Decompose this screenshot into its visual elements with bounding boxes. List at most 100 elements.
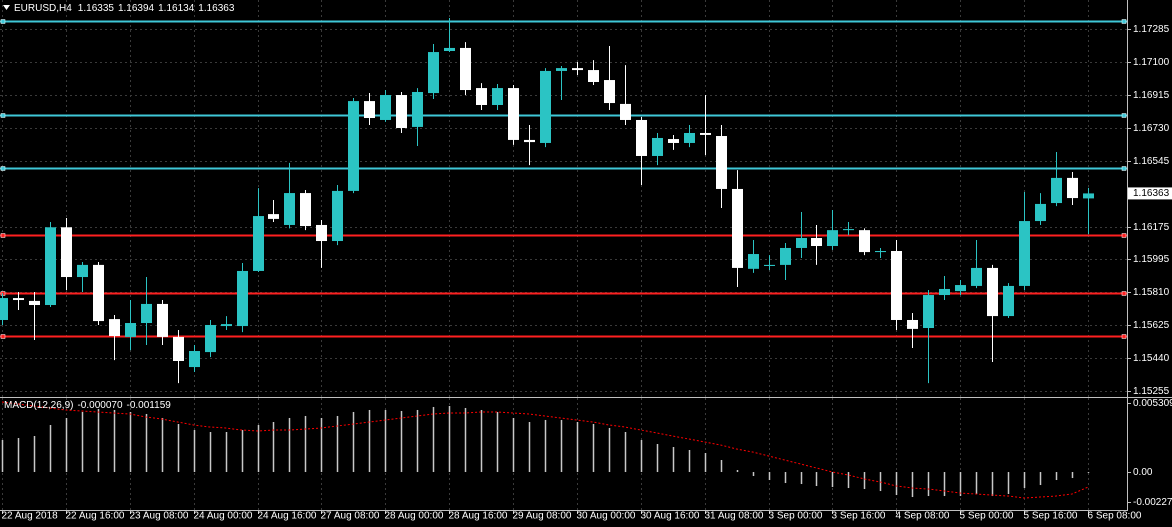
candle-body	[827, 230, 838, 247]
candle-body	[955, 285, 966, 292]
candle-body	[987, 267, 998, 317]
x-tick-label: 29 Aug 08:00	[513, 511, 572, 522]
candle-body	[380, 95, 391, 120]
level-handle	[1121, 113, 1127, 118]
level-handle	[0, 19, 6, 24]
header-close: 1.16363	[198, 3, 235, 14]
candle-body	[732, 188, 743, 268]
candle-body	[700, 132, 711, 135]
candle-body	[125, 323, 136, 337]
y-tick-label: 1.16730	[1133, 123, 1170, 134]
candle-body	[300, 193, 311, 227]
candle-body	[268, 214, 279, 219]
candle-body	[460, 47, 471, 91]
level-handle	[0, 334, 6, 339]
candle-body	[971, 267, 982, 286]
candle-body	[444, 47, 455, 51]
candle-body	[524, 139, 535, 143]
level-handle	[0, 113, 6, 118]
candle-body	[1051, 177, 1062, 204]
candle-body	[205, 324, 216, 353]
candle-body	[253, 216, 264, 271]
x-tick-label: 30 Aug 16:00	[641, 511, 700, 522]
candle-body	[939, 288, 950, 296]
level-handle	[1121, 334, 1127, 339]
level-handle	[1121, 166, 1127, 171]
macd-y-tick-label: 0.00	[1133, 467, 1153, 478]
y-tick-label: 1.15440	[1133, 353, 1170, 364]
x-tick-label: 30 Aug 00:00	[577, 511, 636, 522]
y-tick-label: 1.17285	[1133, 24, 1170, 35]
y-tick-label: 1.15995	[1133, 254, 1170, 265]
candle-body	[1083, 193, 1094, 199]
x-tick-label: 6 Sep 08:00	[1088, 511, 1142, 522]
y-tick-label: 1.15625	[1133, 320, 1170, 331]
candle-body	[875, 250, 886, 253]
candle-body	[748, 254, 759, 269]
candle-body	[620, 103, 631, 120]
candle-body	[891, 250, 902, 320]
y-tick-label: 1.17100	[1133, 57, 1170, 68]
header-high: 1.16394	[118, 3, 155, 14]
candle-body	[221, 324, 232, 327]
candle-body	[237, 270, 248, 327]
macd-main-value: -0.000070	[77, 400, 122, 411]
level-handle	[0, 233, 6, 238]
candle-body	[1003, 285, 1014, 317]
candle-body	[540, 70, 551, 143]
candle-body	[189, 351, 200, 368]
candle-body	[780, 247, 791, 265]
candle-body	[284, 193, 295, 225]
marks-layer	[0, 18, 1127, 499]
x-tick-label: 27 Aug 08:00	[321, 511, 380, 522]
candle-body	[412, 91, 423, 127]
candle-body	[29, 300, 40, 306]
candle-body	[45, 227, 56, 306]
candle-body	[428, 52, 439, 94]
macd-y-tick-label: 0.005309	[1133, 398, 1172, 409]
menu-icon[interactable]	[3, 5, 10, 10]
candle-body	[157, 303, 168, 337]
candle-body	[572, 68, 583, 71]
candle-body	[556, 68, 567, 71]
candle-body	[588, 70, 599, 83]
candle-body	[316, 224, 327, 242]
candle-body	[492, 88, 503, 105]
chart-header: EURUSD,H4 1.16335 1.16394 1.16134 1.16363	[14, 3, 235, 14]
x-tick-label: 3 Sep 00:00	[769, 511, 823, 522]
candle-body	[508, 88, 519, 140]
symbol: EURUSD,H4	[14, 3, 72, 14]
grid-layer	[0, 0, 1127, 510]
x-tick-label: 22 Aug 2018	[2, 511, 59, 522]
candle-body	[332, 190, 343, 242]
candle-body	[61, 227, 72, 278]
header-low: 1.16134	[158, 3, 195, 14]
candle-body	[13, 298, 24, 301]
y-tick-label: 1.16915	[1133, 90, 1170, 101]
candle-body	[141, 303, 152, 324]
current-price-box	[1128, 187, 1172, 200]
candle-body	[636, 119, 647, 156]
x-tick-label: 31 Aug 08:00	[705, 511, 764, 522]
x-tick-label: 24 Aug 00:00	[194, 511, 253, 522]
candle-body	[348, 101, 359, 191]
x-tick-label: 28 Aug 16:00	[449, 511, 508, 522]
x-tick-label: 4 Sep 08:00	[896, 511, 950, 522]
candle-body	[843, 229, 854, 231]
macd-name: MACD(12,26,9)	[4, 400, 73, 411]
macd-y-tick-label: -0.002276	[1133, 497, 1172, 508]
candle-body	[77, 264, 88, 278]
candle-body	[93, 264, 104, 322]
level-handle	[1121, 233, 1127, 238]
x-tick-label: 23 Aug 08:00	[130, 511, 189, 522]
candle-body	[796, 237, 807, 248]
candle-body	[684, 132, 695, 143]
candle-body	[109, 319, 120, 337]
candle-body	[1019, 221, 1030, 286]
header-open: 1.16335	[78, 3, 115, 14]
x-tick-label: 28 Aug 00:00	[385, 511, 444, 522]
candle-body	[364, 101, 375, 119]
candle-body	[604, 80, 615, 104]
current-price-label: 1.16363	[1133, 188, 1170, 199]
